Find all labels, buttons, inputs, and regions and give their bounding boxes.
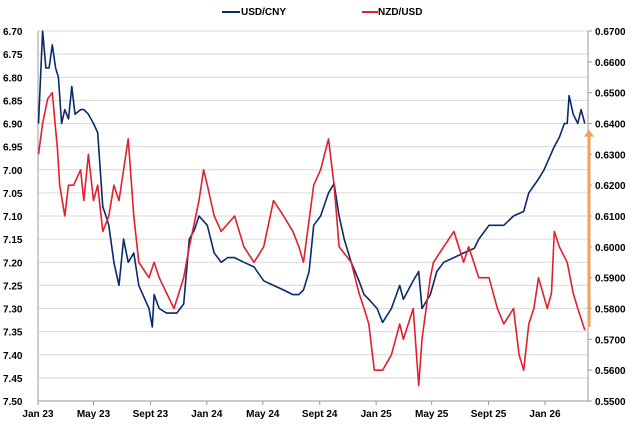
- series-line-usdcny: [37, 30, 586, 328]
- right-tick-label: 0.6000: [595, 243, 626, 254]
- x-tick-label: Sept 25: [471, 409, 507, 420]
- annotation-arrow: [584, 129, 594, 327]
- left-tick-label: 7.40: [3, 351, 23, 362]
- gridlines: [38, 30, 588, 402]
- left-tick-label: 7.05: [3, 189, 23, 200]
- right-tick-label: 0.5500: [595, 397, 626, 408]
- right-tick-label: 0.6100: [595, 212, 626, 223]
- left-tick-label: 7.10: [3, 212, 23, 223]
- right-tick-label: 0.6700: [595, 27, 626, 38]
- x-tick-label: Sept 24: [302, 409, 338, 420]
- series-line-nzdusd: [37, 91, 586, 387]
- x-tick-label: Jan 25: [361, 409, 393, 420]
- left-tick-label: 7.30: [3, 305, 23, 316]
- left-tick-label: 7.00: [3, 166, 23, 177]
- left-tick-label: 7.20: [3, 258, 23, 269]
- left-tick-label: 7.45: [3, 374, 23, 385]
- left-tick-label: 6.85: [3, 96, 23, 107]
- right-tick-label: 0.6400: [595, 120, 626, 131]
- right-tick-label: 0.6300: [595, 150, 626, 161]
- left-tick-label: 7.15: [3, 235, 23, 246]
- left-tick-label: 6.70: [3, 27, 23, 38]
- axes: 6.70 6.75 6.80 6.85 6.90 6.95 7.00 7.05 7.10 7.15…: [3, 27, 626, 420]
- arrow-head-icon: [584, 129, 594, 137]
- left-tick-label: 7.50: [3, 397, 23, 408]
- x-tick-label: May 24: [246, 409, 280, 420]
- x-tick-label: May 25: [415, 409, 449, 420]
- right-tick-label: 0.6500: [595, 89, 626, 100]
- right-tick-label: 0.6200: [595, 181, 626, 192]
- legend: USD/CNY NZD/USD: [222, 7, 422, 18]
- legend-label-nzdusd: NZD/USD: [378, 7, 422, 18]
- left-tick-label: 7.25: [3, 281, 23, 292]
- right-tick-label: 0.6600: [595, 58, 626, 69]
- left-tick-label: 7.35: [3, 328, 23, 339]
- x-tick-label: Jan 24: [191, 409, 223, 420]
- left-tick-label: 6.90: [3, 120, 23, 131]
- left-tick-label: 6.75: [3, 50, 23, 61]
- right-tick-label: 0.5800: [595, 305, 626, 316]
- left-tick-label: 6.80: [3, 73, 23, 84]
- legend-label-usdcny: USD/CNY: [241, 7, 286, 18]
- x-tick-label: May 23: [77, 409, 111, 420]
- series-lines: [37, 30, 586, 387]
- left-tick-label: 6.95: [3, 143, 23, 154]
- x-tick-label: Jan 23: [22, 409, 54, 420]
- x-tick-label: Sept 23: [133, 409, 169, 420]
- right-tick-label: 0.5600: [595, 366, 626, 377]
- right-tick-label: 0.5700: [595, 335, 626, 346]
- x-tick-label: Jan 26: [529, 409, 561, 420]
- right-tick-label: 0.5900: [595, 274, 626, 285]
